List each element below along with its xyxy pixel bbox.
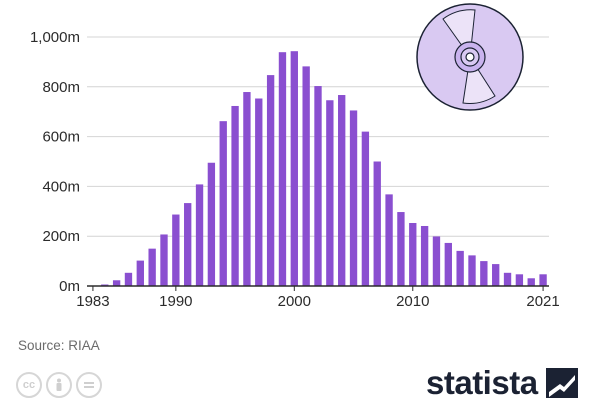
- bar-2015: [468, 255, 476, 286]
- bar-2018: [503, 272, 512, 286]
- bar-1990: [172, 214, 180, 286]
- bar-2009: [397, 212, 405, 286]
- y-tick-label: 400m: [42, 178, 80, 195]
- cd-disc-icon: [416, 3, 524, 111]
- bar-1989: [160, 234, 168, 286]
- bar-1994: [219, 121, 227, 286]
- y-tick-label: 0m: [59, 278, 80, 295]
- bar-2019: [515, 274, 524, 286]
- bar-2020: [527, 278, 535, 286]
- bar-2003: [326, 100, 334, 286]
- bar-1993: [207, 162, 216, 286]
- attribution-icon[interactable]: [46, 372, 72, 398]
- bar-2021: [539, 274, 547, 286]
- bar-2005: [349, 110, 358, 286]
- bar-1997: [255, 98, 263, 287]
- bar-2001: [302, 66, 310, 286]
- bar-1998: [266, 75, 275, 286]
- bar-2011: [420, 225, 429, 286]
- bar-1996: [243, 92, 251, 287]
- bar-1992: [195, 184, 204, 286]
- bar-1991: [184, 203, 192, 286]
- x-tick-label: 2021: [526, 293, 559, 310]
- bar-2014: [456, 250, 464, 286]
- statista-logo-icon: [545, 368, 578, 398]
- bar-2004: [338, 95, 346, 286]
- bar-2016: [480, 261, 488, 286]
- bars: [89, 51, 547, 287]
- y-tick-label: 1,000m: [30, 29, 80, 46]
- bar-2017: [492, 264, 500, 286]
- y-axis-tick-labels: 0m 200m 400m 600m 800m 1,000m: [30, 29, 80, 295]
- chart: 0m 200m 400m 600m 800m 1,000m 1983 1990 2000 201…: [30, 3, 560, 310]
- cc-icon[interactable]: cc: [16, 372, 42, 398]
- x-axis: 1983 1990 2000 2010 2021: [76, 285, 560, 310]
- x-tick-label: 2000: [278, 293, 311, 310]
- brand-name: statista: [426, 364, 538, 401]
- bar-2010: [409, 223, 417, 286]
- bar-2002: [314, 86, 322, 286]
- bar-2008: [385, 194, 393, 286]
- bar-2000: [290, 51, 298, 287]
- x-tick-label: 2010: [396, 293, 429, 310]
- y-tick-label: 800m: [42, 79, 80, 96]
- bar-1988: [148, 248, 156, 286]
- y-tick-label: 600m: [42, 129, 80, 146]
- license-icons: cc: [16, 372, 102, 398]
- bar-2012: [432, 236, 441, 286]
- y-tick-label: 200m: [42, 228, 80, 245]
- bar-1995: [231, 105, 239, 287]
- bar-1987: [136, 260, 144, 286]
- bar-2007: [373, 161, 381, 286]
- bar-1986: [124, 272, 133, 286]
- no-derivatives-icon[interactable]: [76, 372, 102, 398]
- source-text: Source: RIAA: [18, 338, 100, 353]
- statista-logo[interactable]: statista: [426, 364, 578, 402]
- bar-1999: [278, 52, 287, 287]
- bar-1985: [112, 280, 121, 286]
- bar-2013: [444, 242, 452, 286]
- x-tick-label: 1983: [76, 293, 109, 310]
- x-tick-label: 1990: [159, 293, 192, 310]
- bar-2006: [361, 131, 370, 286]
